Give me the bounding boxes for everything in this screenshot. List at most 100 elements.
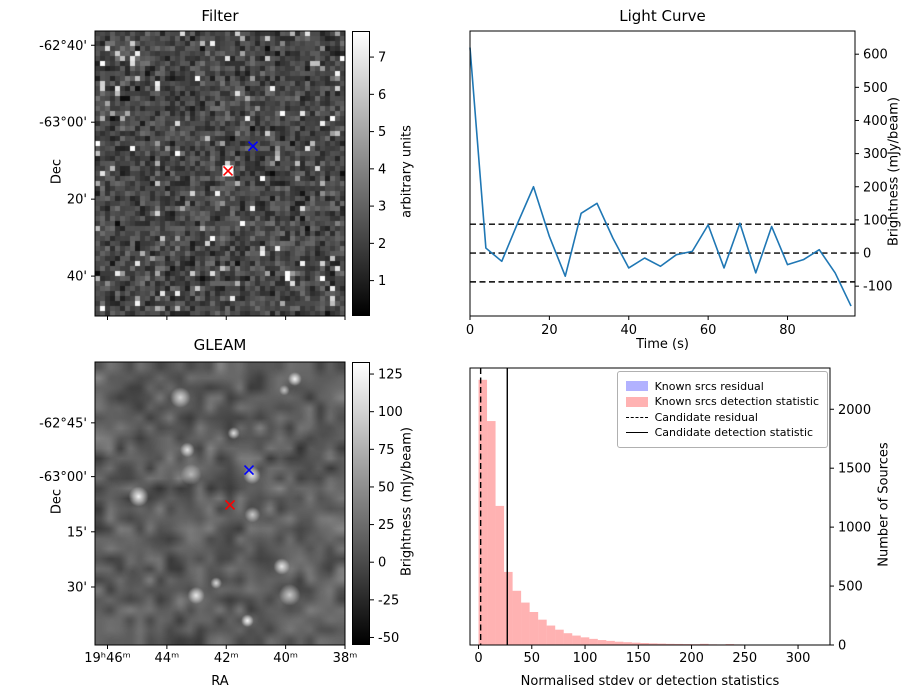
brightness-tick-label: -100 bbox=[863, 280, 893, 295]
candidate-marker-icon bbox=[247, 141, 259, 152]
hist-bar bbox=[589, 638, 598, 645]
colorbar-tick-label: 25 bbox=[378, 518, 395, 533]
ra-tick-label: 40ᵐ bbox=[273, 651, 298, 666]
ra-tick-label: 38ᵐ bbox=[333, 651, 358, 666]
hist-bar bbox=[487, 421, 496, 645]
stat-tick-label: 50 bbox=[524, 651, 541, 666]
count-tick-label: 1500 bbox=[838, 462, 871, 477]
brightness-tick-label: 500 bbox=[863, 81, 888, 96]
brightness-tick-label: 600 bbox=[863, 48, 888, 63]
legend-item-candidate-residual: Candidate residual bbox=[625, 411, 819, 424]
colorbar-tick-label: 6 bbox=[378, 88, 386, 103]
filter-heatmap-image bbox=[95, 31, 345, 316]
colorbar-tick-label: -25 bbox=[378, 593, 399, 608]
dec-tick-label: -62°45' bbox=[39, 416, 87, 431]
colorbar-tick-label: 75 bbox=[378, 443, 395, 458]
dec-tick-label: -62°40' bbox=[39, 39, 87, 54]
brightness-tick-label: 300 bbox=[863, 147, 888, 162]
hist-bar bbox=[700, 643, 709, 645]
gleam-ylabel: Dec bbox=[49, 488, 65, 515]
hist-bar bbox=[606, 640, 615, 645]
colorbar-tick-label: 7 bbox=[378, 51, 386, 66]
hist-bar bbox=[614, 641, 624, 645]
dec-tick-label: -63°00' bbox=[39, 470, 87, 485]
colorbar-tick-label: 4 bbox=[378, 162, 386, 177]
histogram-ylabel: Number of Sources bbox=[876, 442, 892, 567]
count-tick-label: 0 bbox=[838, 639, 846, 654]
stat-tick-label: 100 bbox=[573, 651, 598, 666]
axes-border bbox=[469, 367, 831, 646]
count-tick-label: 1000 bbox=[838, 521, 871, 536]
brightness-tick-label: 400 bbox=[863, 114, 888, 129]
hist-bar bbox=[648, 643, 658, 645]
colorbar-tick-label: 1 bbox=[378, 274, 386, 289]
time-tick-label: 0 bbox=[466, 323, 474, 338]
hist-bar bbox=[538, 619, 547, 645]
legend-swatch-candidate-detection bbox=[625, 432, 648, 433]
light-curve-xlabel: Time (s) bbox=[636, 337, 689, 352]
stat-tick-label: 300 bbox=[786, 651, 811, 666]
time-tick-label: 20 bbox=[541, 323, 558, 338]
filter-colorbar bbox=[352, 31, 370, 316]
colorbar-tick-label: 0 bbox=[378, 556, 386, 571]
brightness-tick-label: 200 bbox=[863, 180, 888, 195]
dec-tick-label: -63°00' bbox=[39, 116, 87, 131]
count-tick-label: 500 bbox=[838, 580, 863, 595]
gleam-colorbar bbox=[352, 362, 370, 645]
legend-item-known-residual: Known srcs residual bbox=[625, 380, 819, 393]
filter-colorbar-label: arbitrary units bbox=[399, 125, 415, 218]
dec-tick-label: 30' bbox=[67, 580, 87, 595]
gleam-title: GLEAM bbox=[193, 336, 247, 354]
legend-swatch-candidate-residual bbox=[625, 416, 648, 418]
hist-bar bbox=[657, 643, 666, 645]
legend-label: Candidate detection statistic bbox=[654, 426, 814, 439]
stat-tick-label: 200 bbox=[679, 651, 704, 666]
hist-bar bbox=[674, 643, 684, 645]
time-tick-label: 40 bbox=[620, 323, 637, 338]
colorbar-tick-label: 5 bbox=[378, 125, 386, 140]
colorbar-tick-label: 3 bbox=[378, 200, 386, 215]
stat-tick-label: 250 bbox=[732, 651, 757, 666]
light-curve-title: Light Curve bbox=[619, 7, 706, 25]
ra-tick-label: 44ᵐ bbox=[155, 651, 180, 666]
hist-bar bbox=[563, 633, 573, 645]
count-tick-label: 2000 bbox=[838, 403, 871, 418]
light-curve-ylabel: Brightness (mJy/beam) bbox=[886, 97, 902, 246]
gleam-xlabel: RA bbox=[211, 674, 229, 689]
legend: Known srcs residual Known srcs detection… bbox=[616, 371, 828, 448]
ra-tick-label: 42ᵐ bbox=[214, 651, 239, 666]
filter-ylabel: Dec bbox=[49, 158, 65, 185]
hist-bar bbox=[478, 379, 488, 645]
axes-border bbox=[94, 30, 346, 317]
candidate-marker-icon bbox=[243, 465, 255, 476]
hist-bar bbox=[495, 505, 505, 645]
histogram-xlabel: Normalised stdev or detection statistics bbox=[520, 674, 780, 689]
hist-bar bbox=[521, 602, 530, 645]
dec-tick-label: 40' bbox=[67, 270, 87, 285]
legend-item-candidate-detection: Candidate detection statistic bbox=[625, 426, 819, 439]
legend-label: Known srcs detection statistic bbox=[654, 395, 819, 408]
gleam-colorbar-label: Brightness (mJy/beam) bbox=[399, 427, 415, 576]
hist-bar bbox=[597, 640, 607, 645]
reference-marker-icon bbox=[222, 165, 234, 177]
brightness-tick-label: 100 bbox=[863, 213, 888, 228]
hist-bar bbox=[640, 642, 649, 645]
dec-tick-label: 20' bbox=[67, 193, 87, 208]
gleam-heatmap-image bbox=[95, 362, 345, 645]
brightness-tick-label: 0 bbox=[863, 247, 871, 262]
stat-tick-label: 0 bbox=[474, 651, 482, 666]
hist-bar bbox=[504, 571, 513, 645]
hist-bar bbox=[623, 642, 632, 645]
ra-tick-label: 19ʰ46ᵐ bbox=[84, 651, 130, 666]
colorbar-tick-label: 100 bbox=[378, 405, 403, 420]
legend-swatch-known-residual bbox=[625, 381, 648, 391]
reference-marker-icon bbox=[224, 499, 236, 510]
light-curve-line bbox=[469, 47, 852, 307]
filter-title: Filter bbox=[201, 7, 239, 25]
colorbar-tick-label: 125 bbox=[378, 368, 403, 383]
colorbar-tick-label: 2 bbox=[378, 237, 386, 252]
legend-item-known-detection: Known srcs detection statistic bbox=[625, 395, 819, 408]
hist-bar bbox=[580, 637, 590, 645]
time-tick-label: 80 bbox=[779, 323, 796, 338]
